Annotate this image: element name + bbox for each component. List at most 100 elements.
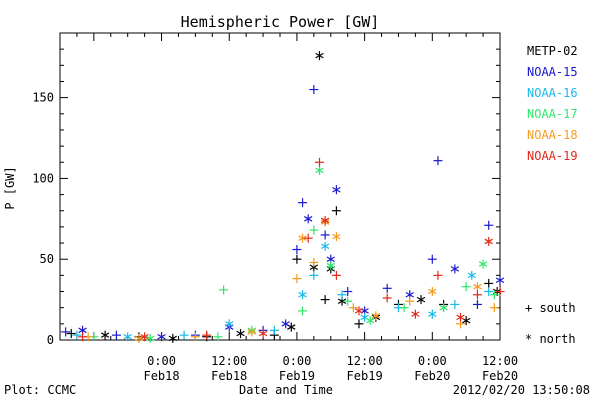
data-point bbox=[450, 299, 460, 309]
data-point bbox=[320, 215, 330, 225]
data-point bbox=[456, 312, 465, 322]
marker-legend-south: + south bbox=[525, 301, 576, 315]
x-tick-label: 0:00 bbox=[418, 354, 447, 368]
data-point bbox=[320, 241, 330, 251]
star-marker-stroke bbox=[411, 311, 420, 317]
star-marker-stroke bbox=[467, 272, 476, 279]
plot-frame bbox=[59, 32, 501, 341]
data-point bbox=[287, 322, 296, 332]
star-marker-stroke bbox=[320, 243, 330, 250]
data-point bbox=[61, 327, 71, 337]
star-marker-stroke bbox=[456, 314, 465, 321]
data-point bbox=[303, 233, 313, 243]
data-point bbox=[315, 165, 324, 175]
data-point bbox=[292, 274, 302, 284]
data-point bbox=[399, 303, 409, 313]
data-point bbox=[134, 333, 144, 343]
data-point bbox=[473, 282, 482, 292]
star-marker-stroke bbox=[320, 217, 330, 224]
data-point bbox=[309, 225, 319, 235]
legend-entry: METP-02 bbox=[527, 44, 578, 58]
x-tick-label: 0:00 bbox=[147, 354, 176, 368]
legend-entry: NOAA-16 bbox=[527, 86, 578, 100]
footer-timestamp: 2012/02/20 13:50:08 bbox=[453, 383, 590, 397]
star-marker-stroke bbox=[140, 333, 149, 340]
star-marker-stroke bbox=[450, 266, 460, 272]
chart-title: Hemispheric Power [GW] bbox=[181, 13, 380, 31]
data-point bbox=[309, 270, 319, 280]
data-point bbox=[478, 259, 488, 269]
star-marker-stroke bbox=[439, 304, 448, 311]
data-point bbox=[489, 303, 499, 313]
data-point bbox=[123, 332, 132, 342]
data-point bbox=[411, 309, 420, 319]
data-point bbox=[332, 185, 341, 195]
data-point bbox=[461, 282, 471, 292]
star-marker-stroke bbox=[478, 261, 488, 267]
data-point bbox=[78, 332, 88, 342]
data-point bbox=[219, 285, 229, 295]
legend-entry: NOAA-19 bbox=[527, 149, 578, 163]
data-point bbox=[202, 330, 212, 340]
data-point bbox=[360, 312, 369, 322]
marker-legend: + south * north bbox=[525, 301, 576, 346]
data-point bbox=[213, 332, 223, 342]
data-point bbox=[343, 296, 353, 306]
data-point bbox=[315, 51, 324, 61]
data-point bbox=[382, 293, 392, 303]
star-marker-stroke bbox=[428, 311, 437, 317]
star-marker-stroke bbox=[326, 256, 335, 262]
footer-plot-credit: Plot: CCMC bbox=[4, 383, 76, 397]
y-axis-label: P [GW] bbox=[3, 166, 17, 209]
star-marker-stroke bbox=[326, 262, 335, 269]
data-point bbox=[439, 303, 448, 313]
star-marker-stroke bbox=[157, 333, 166, 340]
data-point bbox=[320, 295, 330, 305]
y-tick-label: 0 bbox=[47, 333, 54, 347]
x-tick-date-label: Feb18 bbox=[211, 369, 247, 383]
data-point bbox=[320, 230, 330, 240]
marker-legend-north: * north bbox=[525, 332, 576, 346]
star-marker-stroke bbox=[484, 238, 493, 245]
data-point bbox=[354, 319, 364, 329]
x-tick-date-label: Feb20 bbox=[482, 369, 518, 383]
star-marker-stroke bbox=[428, 288, 437, 295]
data-point bbox=[433, 156, 443, 166]
y-tick-label: 50 bbox=[40, 252, 54, 266]
data-point bbox=[484, 287, 494, 297]
x-tick-label: 12:00 bbox=[347, 354, 383, 368]
star-marker-stroke bbox=[298, 235, 307, 241]
legend: METP-02 NOAA-15 NOAA-16 NOAA-17 NOAA-18 NOAA-… bbox=[527, 44, 578, 163]
data-point bbox=[416, 295, 426, 305]
data-point bbox=[332, 232, 341, 242]
data-point bbox=[472, 299, 482, 309]
data-point bbox=[484, 278, 494, 288]
star-marker-stroke bbox=[146, 335, 155, 342]
data-point bbox=[326, 261, 335, 271]
data-point bbox=[247, 327, 256, 337]
x-axis: 0:00Feb1812:00Feb180:00Feb1912:00Feb190:… bbox=[59, 33, 518, 383]
legend-entry: NOAA-17 bbox=[527, 107, 578, 121]
data-point bbox=[343, 287, 353, 297]
data-point bbox=[371, 311, 381, 321]
data-point bbox=[298, 198, 308, 208]
data-point bbox=[168, 333, 178, 343]
data-point bbox=[331, 270, 341, 280]
star-marker-stroke bbox=[332, 186, 341, 193]
star-marker-stroke bbox=[366, 317, 375, 324]
data-point bbox=[405, 296, 415, 306]
star-marker-stroke bbox=[354, 308, 364, 314]
star-marker-stroke bbox=[309, 264, 319, 271]
data-point bbox=[467, 270, 476, 280]
data-point bbox=[146, 333, 155, 343]
data-point bbox=[269, 325, 279, 335]
legend-entry: NOAA-18 bbox=[527, 128, 578, 142]
star-marker-stroke bbox=[405, 291, 414, 298]
x-tick-label: 12:00 bbox=[482, 354, 518, 368]
data-point bbox=[433, 270, 443, 280]
data-point bbox=[495, 287, 505, 297]
y-tick-label: 150 bbox=[32, 91, 54, 105]
star-marker-stroke bbox=[332, 233, 341, 240]
data-point bbox=[292, 254, 302, 264]
